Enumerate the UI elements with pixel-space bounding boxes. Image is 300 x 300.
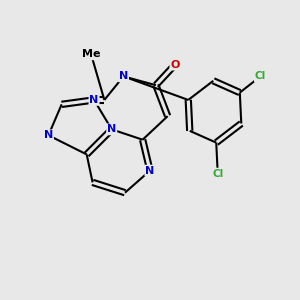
Text: N: N [89, 95, 99, 105]
Text: N: N [107, 124, 116, 134]
Text: Cl: Cl [212, 169, 223, 178]
Text: N: N [119, 71, 128, 81]
Text: N: N [146, 166, 154, 176]
Text: O: O [170, 60, 180, 70]
Text: Cl: Cl [255, 71, 266, 81]
Text: Me: Me [82, 49, 100, 59]
Text: N: N [44, 130, 53, 140]
